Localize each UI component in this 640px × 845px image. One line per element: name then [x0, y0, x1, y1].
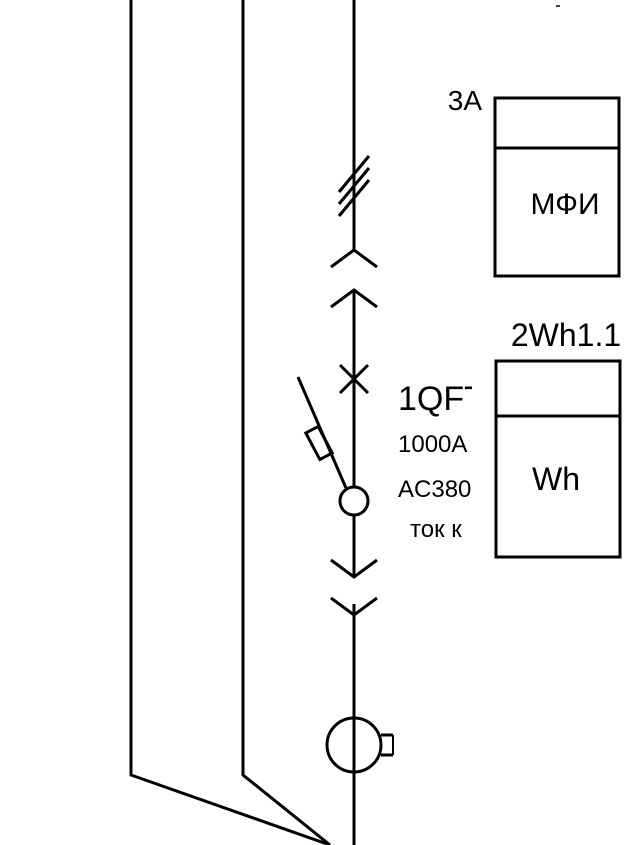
current-transformer [325, 716, 394, 774]
device-2wh-tag: 2Wh1.1 [511, 317, 621, 353]
three-phase-marks [337, 155, 371, 217]
breaker-rating: 1000A [398, 431, 467, 458]
lower-plug-connector [330, 558, 378, 617]
device-2wh: 2Wh1.1 Wh [494, 317, 622, 559]
cable-lines [129, 0, 331, 845]
breaker-voltage: AC380. [398, 476, 478, 503]
device-3a: 3A МФИ [448, 85, 621, 278]
breaker-tag: 1QFT [398, 380, 485, 418]
breaker-note: ток к [410, 516, 462, 543]
device-2wh-label: Wh [532, 461, 580, 497]
device-3a-label: МФИ [530, 188, 599, 221]
device-3a-tag: 3A [448, 85, 483, 116]
breaker-blade [296, 376, 370, 517]
breaker-labels: 1QFT 1000A AC380. ток к [398, 380, 485, 543]
upper-plug-connector [330, 248, 378, 309]
breaker-contact-x [338, 363, 370, 395]
